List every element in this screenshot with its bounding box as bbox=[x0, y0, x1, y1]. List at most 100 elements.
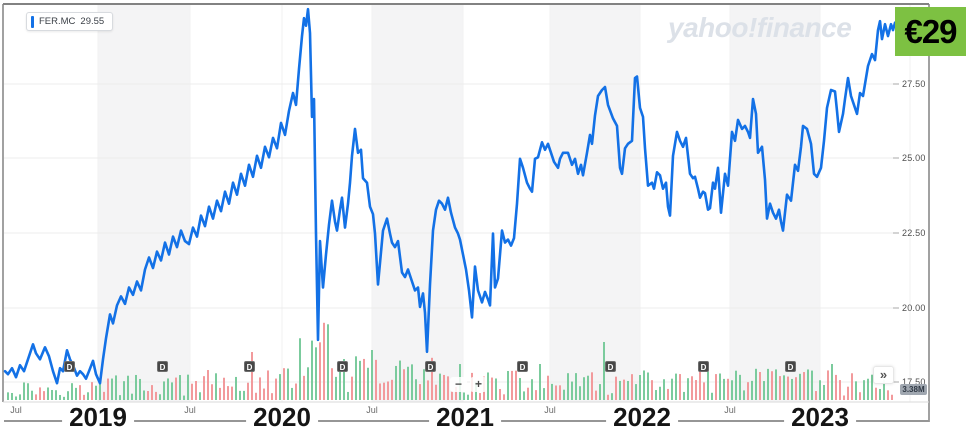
volume-bar bbox=[767, 368, 769, 400]
volume-bar bbox=[267, 370, 269, 400]
x-axis-jul-label: Jul bbox=[366, 405, 378, 415]
volume-bar bbox=[651, 380, 653, 400]
volume-bar bbox=[779, 376, 781, 400]
volume-bar bbox=[235, 376, 237, 400]
volume-bar bbox=[47, 387, 49, 400]
x-axis-jul-label: Jul bbox=[10, 405, 22, 415]
volume-bar bbox=[495, 378, 497, 400]
volume-bar bbox=[455, 386, 457, 400]
volume-bar bbox=[99, 382, 101, 400]
volume-bar bbox=[707, 371, 709, 400]
volume-bar bbox=[199, 392, 201, 400]
volume-bar bbox=[775, 369, 777, 400]
x-axis-jul-label: Jul bbox=[544, 405, 556, 415]
legend-price: 29.55 bbox=[80, 16, 105, 27]
dividend-marker[interactable]: D bbox=[157, 361, 168, 372]
volume-bar bbox=[871, 374, 873, 400]
dividend-marker[interactable]: D bbox=[517, 361, 528, 372]
volume-bar bbox=[595, 390, 597, 400]
volume-bar bbox=[551, 383, 553, 400]
volume-bar bbox=[615, 376, 617, 400]
volume-bar bbox=[319, 342, 321, 400]
background-band bbox=[550, 5, 640, 402]
volume-bar bbox=[579, 386, 581, 400]
volume-bar bbox=[259, 377, 261, 400]
x-axis-jul-label: Jul bbox=[724, 405, 736, 415]
dividend-marker[interactable]: D bbox=[337, 361, 348, 372]
volume-bar bbox=[63, 396, 65, 400]
expand-button[interactable]: » bbox=[873, 366, 894, 384]
dividend-marker[interactable]: D bbox=[64, 361, 75, 372]
x-axis-year-label: 2021 bbox=[429, 403, 501, 432]
volume-bar bbox=[571, 381, 573, 400]
volume-bar bbox=[343, 359, 345, 400]
volume-bar bbox=[719, 373, 721, 400]
dividend-marker[interactable]: D bbox=[785, 361, 796, 372]
volume-bar bbox=[663, 379, 665, 400]
volume-bar bbox=[487, 372, 489, 400]
volume-bar bbox=[427, 380, 429, 400]
volume-bar bbox=[695, 380, 697, 400]
volume-bar bbox=[603, 342, 605, 400]
volume-bar bbox=[103, 391, 105, 400]
volume-bar bbox=[75, 387, 77, 400]
dividend-marker[interactable]: D bbox=[698, 361, 709, 372]
volume-bar bbox=[835, 374, 837, 400]
volume-bar bbox=[635, 384, 637, 400]
zoom-out-button[interactable]: − bbox=[450, 377, 467, 392]
volume-bar bbox=[115, 375, 117, 400]
volume-bar bbox=[783, 375, 785, 400]
volume-bar bbox=[107, 378, 109, 400]
volume-bar bbox=[667, 388, 669, 400]
volume-bar bbox=[499, 389, 501, 400]
volume-bar bbox=[91, 382, 93, 400]
dividend-marker[interactable]: D bbox=[605, 361, 616, 372]
volume-bar bbox=[559, 385, 561, 400]
volume-bar bbox=[739, 374, 741, 400]
volume-bar bbox=[359, 360, 361, 400]
volume-bar bbox=[211, 384, 213, 400]
volume-bar bbox=[619, 380, 621, 400]
volume-bar bbox=[383, 382, 385, 400]
volume-bar bbox=[787, 376, 789, 400]
volume-bar bbox=[71, 383, 73, 400]
volume-bar bbox=[599, 384, 601, 400]
volume-bar bbox=[683, 391, 685, 400]
volume-bar bbox=[295, 383, 297, 400]
volume-bar bbox=[203, 376, 205, 400]
zoom-in-button[interactable]: + bbox=[470, 377, 487, 392]
x-axis-jul-label: Jul bbox=[184, 405, 196, 415]
volume-bar bbox=[311, 340, 313, 400]
volume-bar bbox=[747, 382, 749, 400]
volume-bar bbox=[687, 378, 689, 400]
volume-bar bbox=[655, 390, 657, 400]
volume-bar bbox=[679, 374, 681, 400]
volume-bar bbox=[755, 368, 757, 400]
volume-bar bbox=[507, 370, 509, 400]
volume-bar bbox=[219, 387, 221, 400]
volume-bar bbox=[439, 373, 441, 400]
volume-bar bbox=[731, 380, 733, 400]
volume-bar bbox=[575, 373, 577, 400]
volume-bar bbox=[711, 392, 713, 400]
volume-bar bbox=[243, 390, 245, 400]
volume-bar bbox=[35, 394, 37, 400]
volume-bar bbox=[159, 394, 161, 400]
volume-bar bbox=[675, 373, 677, 400]
volume-bar bbox=[803, 372, 805, 400]
volume-bar bbox=[15, 396, 17, 400]
dividend-marker[interactable]: D bbox=[244, 361, 255, 372]
volume-bar bbox=[751, 380, 753, 400]
volume-bar bbox=[723, 378, 725, 400]
volume-bar bbox=[411, 364, 413, 400]
volume-bar bbox=[887, 390, 889, 400]
volume-bar bbox=[191, 383, 193, 400]
dividend-marker[interactable]: D bbox=[425, 361, 436, 372]
volume-bar bbox=[139, 378, 141, 400]
volume-bar bbox=[735, 370, 737, 400]
volume-bar bbox=[395, 365, 397, 400]
volume-bar bbox=[623, 379, 625, 400]
volume-bar bbox=[183, 395, 185, 400]
volume-axis-badge: 3.38M bbox=[900, 384, 927, 395]
